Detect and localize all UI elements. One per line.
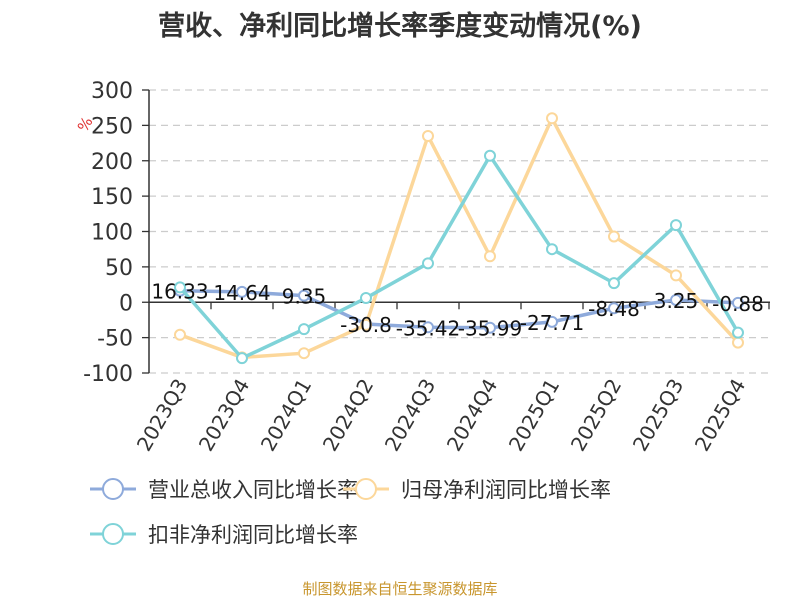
x-tick-label: 2025Q3 [628,375,688,456]
data-point [732,326,744,339]
x-tick-label: 2024Q4 [442,375,502,456]
x-tick-label: 2024Q1 [256,375,316,456]
x-tick-label: 2024Q2 [318,375,378,456]
data-point [484,250,496,263]
series-revenue-line [179,288,739,330]
data-point [360,318,372,331]
y-tick-label: 150 [91,185,133,210]
data-label: 3.25 [654,289,699,313]
legend-item-revenue[interactable]: 营业总收入同比增长率 [88,474,358,504]
data-point [670,269,682,282]
x-tick-label: 2025Q2 [566,375,626,456]
legend-label: 营业总收入同比增长率 [148,478,358,502]
data-point [298,323,310,336]
legend-line-circle-icon [343,478,389,500]
x-tick-label: 2025Q4 [690,375,750,456]
data-point [422,321,434,334]
y-tick-label: -100 [83,362,133,387]
data-label: -30.8 [340,313,392,337]
y-tick-label: 300 [91,79,133,104]
source-footer: 制图数据来自恒生聚源数据库 [302,580,498,598]
data-point [732,336,744,349]
data-point [298,289,310,302]
data-label: 9.35 [282,285,327,309]
data-point [546,315,558,328]
data-point [546,112,558,125]
data-label: -27.71 [520,311,584,335]
data-point [174,281,186,294]
data-label: 16.33 [151,280,208,304]
series-deducted-net-profit-line [178,154,740,360]
legend-line-circle-icon [90,478,136,500]
data-point [546,243,558,256]
data-label: 14.64 [213,281,270,305]
y-tick-label: 50 [105,256,133,281]
legend-item-deducted-net-profit[interactable]: 扣非净利润同比增长率 [88,519,358,549]
x-tick-label: 2023Q3 [132,375,192,456]
data-point [670,293,682,306]
chart-title: 营收、净利同比增长率季度变动情况(%) [158,11,642,42]
y-tick-label: 100 [91,221,133,246]
data-point [360,292,372,305]
x-tick-label: 2024Q3 [380,375,440,456]
y-tick-label: -50 [97,327,133,352]
y-tick-label: 0 [119,291,133,316]
data-point [422,257,434,270]
data-point [608,230,620,243]
data-point [608,302,620,315]
y-tick-label: 250 [91,114,133,139]
data-point [484,149,496,162]
data-label: -35.99 [458,317,522,341]
data-label: -35.42 [396,316,460,340]
data-point [236,285,248,298]
data-point [670,219,682,232]
data-label: -8.48 [588,297,640,321]
legend-item-parent-net-profit[interactable]: 归母净利润同比增长率 [341,474,611,504]
legend-label: 扣非净利润同比增长率 [148,523,358,547]
y-tick-label: 200 [91,150,133,175]
data-point [732,296,744,309]
x-tick-label: 2023Q4 [194,375,254,456]
data-label: -0.88 [712,292,764,316]
legend-line-circle-icon [90,523,136,545]
legend-label: 归母净利润同比增长率 [401,478,611,502]
data-point [298,347,310,360]
x-tick-label: 2025Q1 [504,375,564,456]
data-point [422,129,434,142]
data-point [608,277,620,290]
data-point [236,352,248,365]
data-point [484,321,496,334]
data-point [174,328,186,341]
